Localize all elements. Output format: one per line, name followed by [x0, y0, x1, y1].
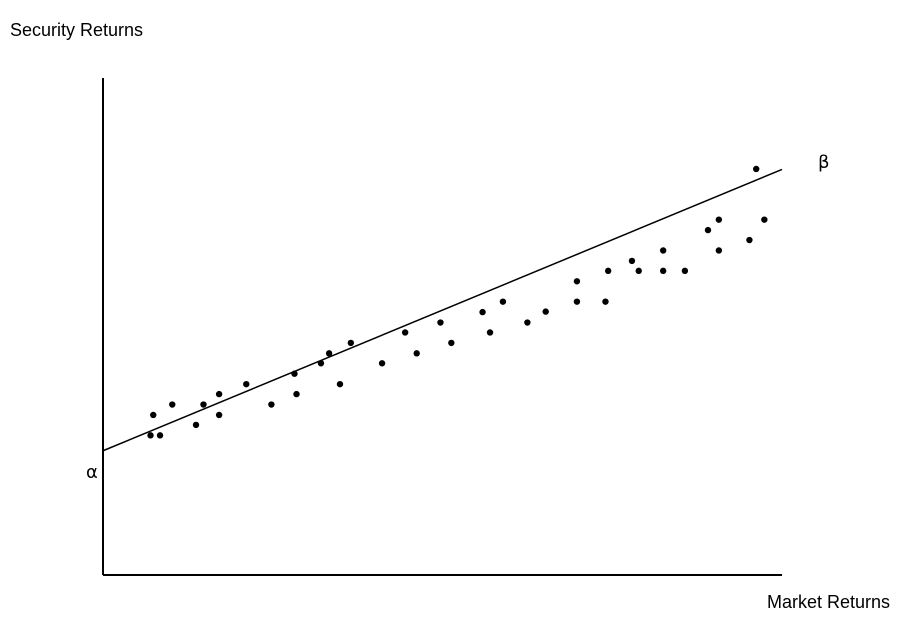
data-point	[243, 380, 250, 388]
data-point	[215, 390, 223, 398]
data-point	[602, 298, 609, 305]
alpha-label: α	[86, 462, 98, 483]
data-point	[378, 360, 386, 367]
data-point	[573, 298, 581, 305]
data-point	[761, 216, 768, 223]
data-point	[448, 339, 455, 347]
data-point	[215, 411, 223, 419]
data-point	[486, 329, 494, 336]
data-point	[681, 267, 689, 275]
data-point	[325, 350, 333, 357]
data-point	[704, 226, 712, 234]
data-point	[169, 401, 176, 408]
data-point	[401, 329, 409, 336]
data-point	[291, 370, 298, 377]
axes	[102, 78, 782, 576]
data-point	[715, 247, 723, 254]
data-point	[192, 421, 200, 429]
data-point	[147, 432, 154, 439]
x-axis-label: Market Returns	[767, 592, 890, 612]
data-point	[268, 401, 275, 408]
data-point	[200, 401, 207, 408]
data-point	[752, 165, 760, 173]
regression-line	[102, 168, 783, 452]
data-point	[573, 278, 581, 285]
data-point	[604, 267, 612, 275]
data-point	[479, 308, 486, 316]
data-point	[524, 319, 531, 326]
data-point	[150, 411, 157, 419]
data-points	[147, 165, 768, 439]
y-axis-label: Security Returns	[10, 20, 143, 40]
data-point	[499, 298, 507, 305]
data-point	[715, 216, 723, 223]
data-point	[413, 350, 420, 357]
data-point	[317, 360, 325, 367]
data-point	[659, 267, 667, 275]
data-point	[336, 380, 344, 388]
data-point	[635, 267, 642, 275]
data-point	[746, 236, 753, 244]
data-point	[293, 390, 300, 398]
data-point	[156, 432, 164, 439]
data-point	[628, 257, 636, 265]
data-point	[542, 308, 549, 315]
data-point	[347, 339, 355, 347]
data-point	[437, 319, 444, 326]
data-point	[659, 247, 667, 254]
beta-label: β	[818, 152, 830, 173]
